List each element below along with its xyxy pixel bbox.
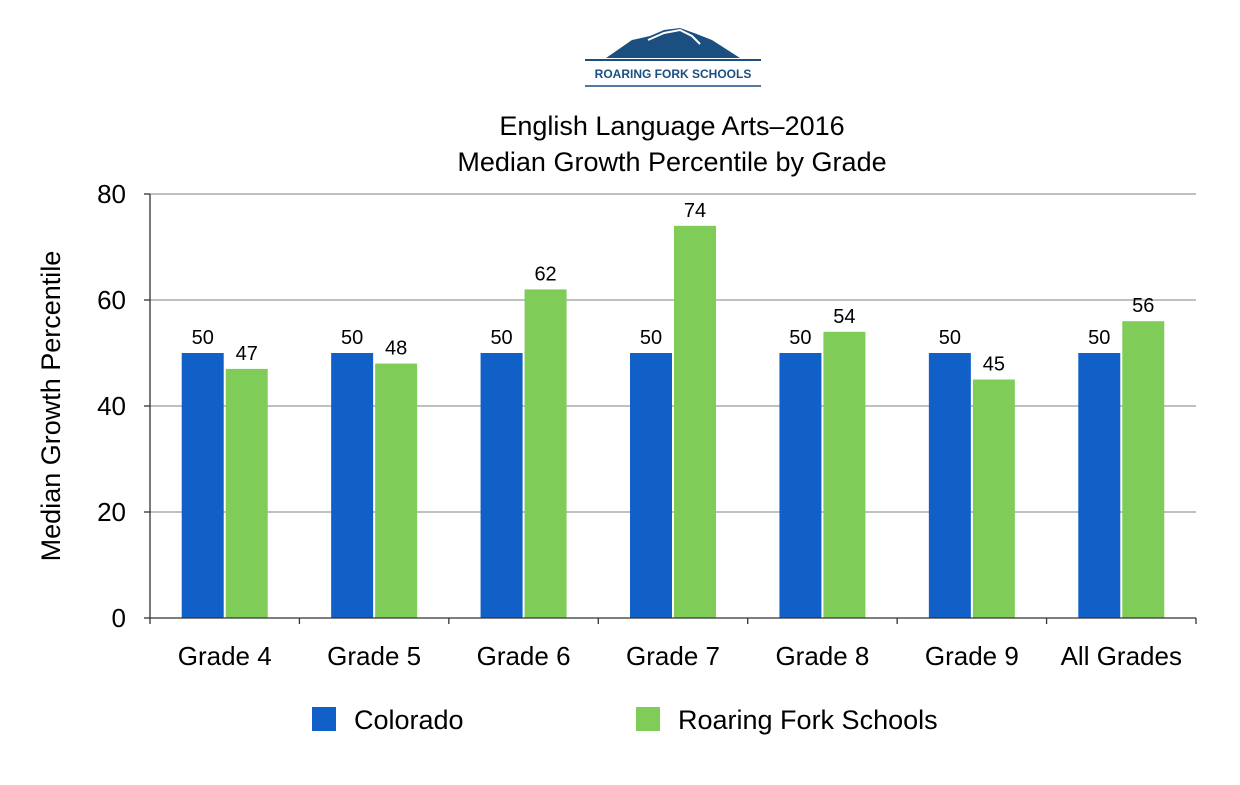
y-tick-label: 20 (97, 497, 126, 527)
bar-roaring-fork (375, 363, 418, 618)
data-label: 50 (640, 327, 662, 349)
logo-text: ROARING FORK SCHOOLS (595, 67, 752, 81)
bar-colorado (928, 353, 971, 618)
data-label: 45 (983, 354, 1005, 376)
x-tick-label: All Grades (1061, 641, 1182, 671)
bar-colorado (181, 353, 224, 618)
legend-label: Roaring Fork Schools (678, 705, 938, 735)
bar-roaring-fork (225, 368, 268, 618)
bar-colorado (331, 353, 374, 618)
y-tick-label: 60 (97, 285, 126, 315)
bar-roaring-fork (823, 331, 866, 618)
y-tick-label: 40 (97, 391, 126, 421)
legend-label: Colorado (354, 705, 464, 735)
data-label: 47 (236, 343, 258, 365)
data-label: 50 (192, 327, 214, 349)
chart-subtitle: Median Growth Percentile by Grade (457, 147, 886, 177)
bar-colorado (480, 353, 523, 618)
legend-swatch (312, 707, 336, 731)
logo: ROARING FORK SCHOOLS (585, 28, 761, 87)
data-label: 56 (1132, 295, 1154, 317)
x-tick-label: Grade 5 (327, 641, 421, 671)
x-tick-label: Grade 4 (178, 641, 272, 671)
data-label: 50 (490, 327, 512, 349)
data-label: 48 (385, 338, 407, 360)
chart-title: English Language Arts–2016 (499, 111, 844, 141)
y-axis-label: Median Growth Percentile (36, 251, 66, 562)
bar-colorado (1078, 353, 1121, 618)
data-label: 50 (789, 327, 811, 349)
bar-colorado (779, 353, 822, 618)
y-tick-label: 0 (112, 603, 126, 633)
data-label: 62 (534, 263, 556, 285)
bar-roaring-fork (524, 289, 567, 618)
legend: Colorado Roaring Fork Schools (312, 705, 938, 735)
x-tick-label: Grade 6 (477, 641, 571, 671)
x-tick-label: Grade 7 (626, 641, 720, 671)
mountain-snow-icon (647, 28, 701, 45)
x-tick-label: Grade 8 (775, 641, 869, 671)
bar-roaring-fork (674, 225, 716, 619)
data-label: 74 (684, 200, 706, 222)
data-label: 54 (833, 306, 855, 328)
mountain-logo-icon (606, 28, 740, 58)
data-label: 50 (341, 327, 363, 349)
y-tick-label: 80 (97, 179, 126, 209)
data-label: 50 (939, 327, 961, 349)
bar-roaring-fork (1122, 321, 1165, 618)
legend-swatch (636, 707, 660, 731)
bar-colorado (630, 353, 672, 618)
data-label: 50 (1088, 327, 1110, 349)
bar-roaring-fork (972, 379, 1015, 618)
x-tick-label: Grade 9 (925, 641, 1019, 671)
